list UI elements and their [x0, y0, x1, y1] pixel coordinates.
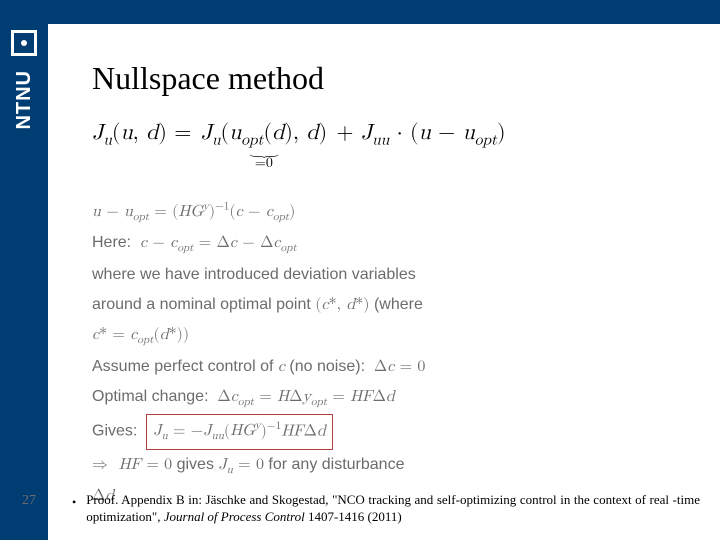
proof-suffix: 1407-1416 (2011) — [305, 509, 402, 524]
page-number: 27 — [10, 493, 48, 509]
deriv-line-1: u − uopt = (HGy)−1(c − copt) — [92, 196, 680, 228]
deriv-line-7: ⇒ HF = 0 gives Ju = 0 for any disturbanc… — [92, 450, 680, 481]
derivation-block: u − uopt = (HGy)−1(c − copt) Here: c − c… — [92, 196, 680, 511]
deriv-line-3a: where we have introduced deviation varia… — [92, 260, 680, 290]
deriv-line-3b: around a nominal optimal point (c*, d*) … — [92, 290, 680, 320]
proof-citation: Proof. Appendix B in: Jäschke and Skoges… — [86, 491, 700, 526]
math-content: Ju(u, d) = Ju(uopt(d), d) ⏟ =0 + Juu · (… — [92, 120, 680, 511]
slide-title: Nullspace method — [92, 60, 324, 97]
boxed-result: Ju = −Juu(HGy)−1HFΔd — [146, 414, 333, 450]
underbrace-label: =0 — [199, 155, 330, 172]
top-bar — [48, 0, 720, 24]
deriv-line-5: Optimal change: Δcopt = HΔyopt = HFΔd — [92, 382, 680, 413]
slide-page: NTNU Nullspace method Ju(u, d) = Ju(uopt… — [0, 0, 720, 540]
ntnu-logo-text: NTNU — [13, 70, 36, 130]
deriv-line-3c: c* = copt(d*)) — [92, 320, 680, 351]
ntnu-logo-icon — [11, 30, 37, 56]
main-equation: Ju(u, d) = Ju(uopt(d), d) ⏟ =0 + Juu · (… — [92, 120, 680, 172]
deriv-line-4: Assume perfect control of c (no noise): … — [92, 352, 680, 382]
bullet-icon: • — [72, 495, 76, 510]
eq-rhs: + Juu · (u − uopt) — [329, 122, 505, 144]
underbrace-icon: ⏟ — [55, 148, 473, 152]
left-sidebar: NTNU — [0, 0, 48, 540]
underbrace-term: Ju(uopt(d), d) ⏟ =0 — [199, 120, 330, 172]
slide-footer: 27 • Proof. Appendix B in: Jäschke and S… — [10, 491, 700, 526]
eq-lhs: Ju(u, d) = — [92, 122, 199, 144]
deriv-line-6: Gives: Ju = −Juu(HGy)−1HFΔd — [92, 414, 680, 450]
deriv-line-2: Here: c − copt = Δc − Δcopt — [92, 228, 680, 259]
proof-journal: Journal of Process Control — [164, 509, 305, 524]
